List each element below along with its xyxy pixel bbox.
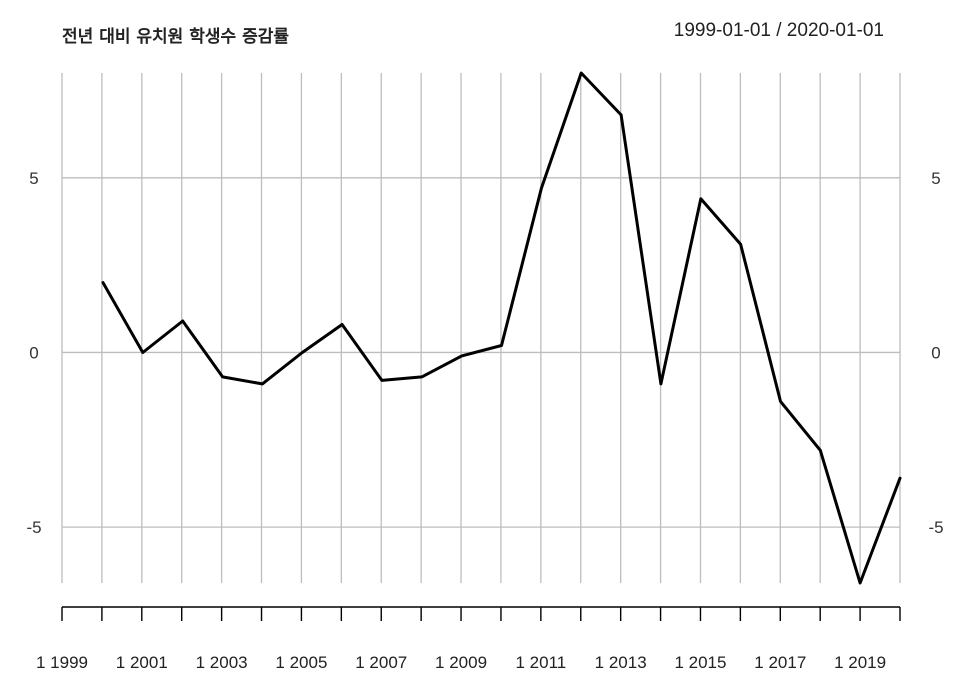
x-tick-label: 1 2017 (754, 653, 806, 672)
data-point (459, 353, 464, 358)
data-point (260, 381, 265, 386)
y-tick-label-left: -5 (26, 518, 41, 537)
chart-title: 전년 대비 유치원 학생수 증감률 (62, 27, 289, 47)
x-tick-label: 1 2019 (834, 653, 886, 672)
data-point (778, 399, 783, 404)
x-tick-label: 1 2001 (116, 653, 168, 672)
data-point (180, 319, 185, 324)
series-line (101, 71, 902, 585)
data-point (499, 343, 504, 348)
x-tick-label: 1 2013 (595, 653, 647, 672)
data-point (619, 112, 624, 117)
data-point (698, 196, 703, 201)
data-point (658, 381, 663, 386)
y-tick-label-right: 0 (931, 343, 940, 362)
x-tick-label: 1 2011 (515, 653, 566, 672)
data-point (419, 374, 424, 379)
x-tick-label: 1 2007 (355, 653, 407, 672)
data-point (340, 322, 345, 327)
data-point (738, 242, 743, 247)
data-point (858, 581, 863, 586)
y-tick-label-right: -5 (928, 518, 943, 537)
x-tick-label: 1 2009 (435, 653, 487, 672)
y-tick-label-left: 0 (29, 343, 38, 362)
x-tick-label: 1 1999 (36, 653, 88, 672)
data-point (101, 280, 106, 285)
data-point (539, 186, 544, 191)
data-point (898, 476, 903, 481)
y-tick-label-left: 5 (29, 169, 38, 188)
y-tick-label-right: 5 (931, 169, 940, 188)
x-tick-label: 1 2005 (275, 653, 327, 672)
data-point (579, 71, 584, 76)
data-point (379, 378, 384, 383)
data-point (220, 374, 225, 379)
date-range: 1999-01-01 / 2020-01-01 (673, 20, 884, 41)
x-tick-label: 1 2015 (674, 653, 726, 672)
data-point (140, 350, 145, 355)
data-point (818, 448, 823, 453)
x-tick-label: 1 2003 (196, 653, 248, 672)
data-point (300, 350, 305, 355)
